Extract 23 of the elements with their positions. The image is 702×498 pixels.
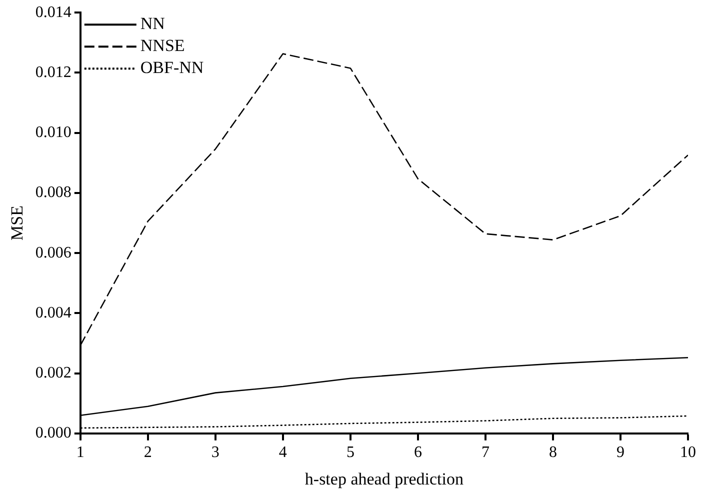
- y-tick-label: 0.002: [35, 364, 72, 382]
- legend-label: OBF-NN: [140, 58, 204, 78]
- x-tick-label: 2: [144, 444, 152, 462]
- y-axis-title: MSE: [8, 206, 27, 240]
- x-tick-label: 9: [616, 444, 624, 462]
- x-tick-label: 8: [548, 444, 557, 462]
- x-tick-label: 10: [680, 444, 696, 462]
- x-tick-label: 4: [278, 444, 287, 462]
- y-tick-label: 0.006: [35, 244, 72, 262]
- x-tick-label: 5: [346, 444, 354, 462]
- x-tick-label: 3: [211, 444, 220, 462]
- x-tick-label: 6: [414, 444, 422, 462]
- y-tick-label: 0.004: [35, 304, 72, 322]
- legend-label: NNSE: [140, 36, 185, 56]
- y-tick-label: 0.008: [35, 184, 72, 202]
- y-tick-label: 0.010: [35, 124, 72, 142]
- y-tick-label: 0.014: [35, 4, 72, 21]
- x-axis-title: h-step ahead prediction: [304, 469, 464, 488]
- y-tick-label: 0.012: [35, 64, 72, 81]
- legend-label: NN: [140, 14, 165, 34]
- x-tick-label: 1: [76, 444, 84, 462]
- y-tick-label: 0.000: [35, 424, 72, 442]
- x-tick-label: 7: [481, 444, 490, 462]
